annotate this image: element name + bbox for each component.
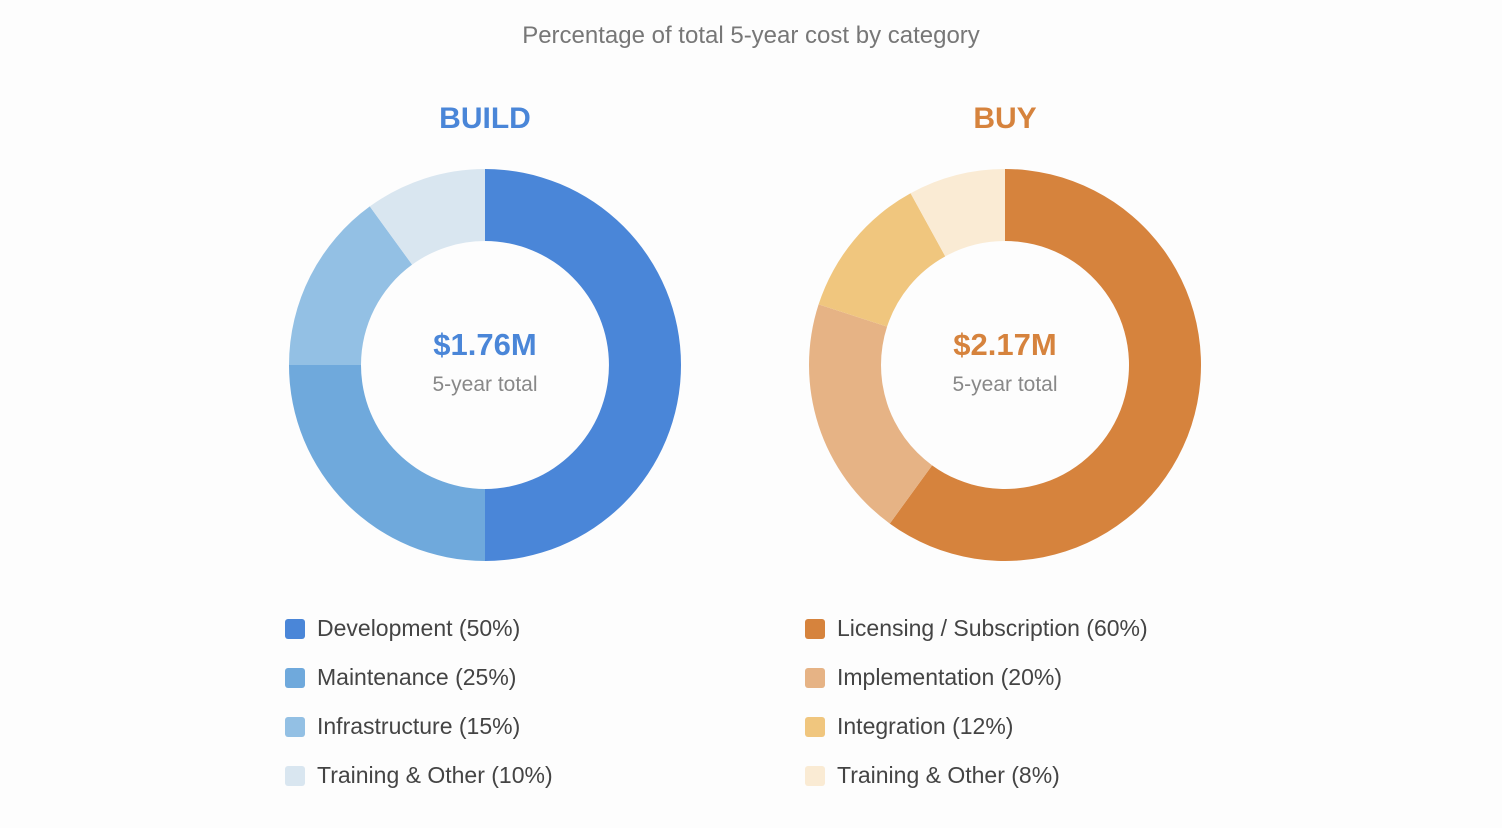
legend-swatch <box>285 716 305 737</box>
legend-label: Licensing / Subscription (60%) <box>837 615 1148 641</box>
build-donut <box>289 169 681 561</box>
legend-label: Maintenance (25%) <box>317 664 517 690</box>
buy-slice-1[interactable] <box>809 304 933 524</box>
legend-swatch <box>285 667 305 688</box>
legend-swatch <box>805 667 825 688</box>
buy-total-value: $2.17M <box>953 327 1057 362</box>
build-legend: Development (50%) Maintenance (25%) Infras… <box>285 604 553 800</box>
legend-label: Training & Other (8%) <box>837 762 1060 788</box>
legend-label: Integration (12%) <box>837 713 1014 739</box>
buy-title: BUY <box>973 102 1037 135</box>
buy-donut <box>809 169 1201 561</box>
build-total-label: 5-year total <box>432 373 538 396</box>
buy-legend: Licensing / Subscription (60%) Implementa… <box>805 604 1148 800</box>
legend-swatch <box>805 716 825 737</box>
main-title: Percentage of total 5-year cost by categ… <box>522 22 980 49</box>
legend-label: Training & Other (10%) <box>317 762 553 788</box>
legend-swatch <box>805 765 825 786</box>
build-title: BUILD <box>439 102 531 135</box>
buy-slice-3[interactable] <box>910 169 1005 257</box>
legend-swatch <box>285 765 305 786</box>
build-slice-2[interactable] <box>289 206 413 365</box>
buy-total-label: 5-year total <box>952 373 1058 396</box>
legend-item[interactable]: Infrastructure (15%) <box>285 702 553 751</box>
legend-item[interactable]: Implementation (20%) <box>805 653 1148 702</box>
buy-slice-2[interactable] <box>818 193 946 327</box>
buy-slice-0[interactable] <box>889 169 1201 561</box>
legend-item[interactable]: Training & Other (8%) <box>805 751 1148 800</box>
legend-item[interactable]: Maintenance (25%) <box>285 653 553 702</box>
legend-item[interactable]: Training & Other (10%) <box>285 751 553 800</box>
legend-item[interactable]: Integration (12%) <box>805 702 1148 751</box>
build-total-value: $1.76M <box>433 327 537 362</box>
build-slice-1[interactable] <box>289 365 485 561</box>
legend-item[interactable]: Development (50%) <box>285 604 553 653</box>
build-slice-0[interactable] <box>485 169 681 561</box>
legend-label: Implementation (20%) <box>837 664 1062 690</box>
legend-item[interactable]: Licensing / Subscription (60%) <box>805 604 1148 653</box>
legend-label: Development (50%) <box>317 615 521 641</box>
legend-swatch <box>285 618 305 639</box>
legend-swatch <box>805 618 825 639</box>
legend-label: Infrastructure (15%) <box>317 713 521 739</box>
build-slice-3[interactable] <box>369 169 485 265</box>
